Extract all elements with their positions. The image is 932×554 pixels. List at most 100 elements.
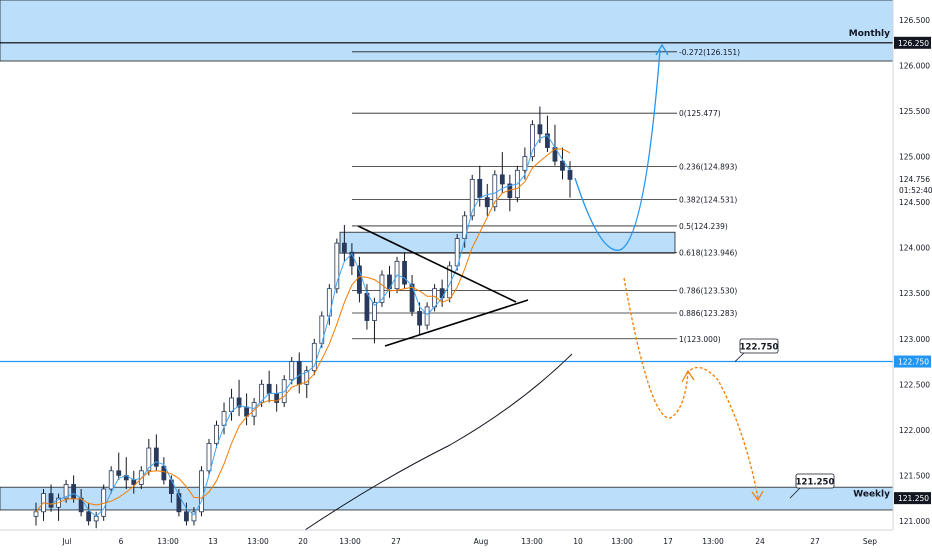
callout-pointer [734, 352, 745, 362]
fib-label-0.618: 0.618(123.946) [679, 249, 737, 258]
candle-body [48, 493, 54, 508]
candle [469, 174, 475, 221]
time-tick-label: 10 [573, 537, 583, 546]
price-axis[interactable]: 121.000 121.500 122.000 122.500 123.000 123.5… [892, 0, 932, 550]
time-tick-label: Aug [474, 537, 489, 546]
candle-body [266, 383, 272, 394]
zone-label-monthly: Monthly [849, 29, 890, 39]
candle-body [334, 242, 340, 290]
candle-body [108, 470, 114, 490]
candle [454, 234, 460, 271]
time-tick-label: 17 [663, 537, 673, 546]
candle [402, 252, 407, 289]
candle-body [221, 411, 227, 426]
candle [274, 384, 280, 412]
candle-body [71, 484, 77, 499]
candle [116, 452, 122, 480]
candle [499, 152, 505, 194]
time-tick-label: Jul [61, 537, 71, 546]
candle [364, 284, 370, 330]
time-tick-label: 13:00 [157, 537, 179, 546]
candle [379, 270, 385, 307]
bearish-arrowhead-2 [751, 490, 764, 502]
fib-label-0.886: 0.886(123.283) [679, 309, 737, 318]
fib-label-0.786: 0.786(123.530) [679, 286, 737, 295]
candle-body [341, 242, 347, 253]
price-tick-label: 121.000 [899, 517, 930, 526]
price-tick-label: 125.000 [899, 153, 930, 162]
candle [206, 438, 212, 476]
candle-body [522, 156, 528, 171]
drawings-layer: 122.750 121.250 [35, 43, 835, 531]
current-price-label: 124.756 [899, 175, 930, 184]
candle [484, 183, 490, 216]
candle-body [477, 178, 483, 199]
fib-label-0.5: 0.5(124.239) [679, 222, 728, 231]
price-axis-bg [893, 0, 932, 550]
candle-body [545, 133, 550, 148]
candle-body [499, 174, 505, 185]
fib-label--0.272: -0.272(126.151) [679, 48, 740, 57]
fib-label-0: 0(125.477) [679, 109, 721, 118]
candle [296, 352, 302, 394]
candle [199, 466, 204, 517]
candle-body [402, 260, 407, 285]
candle [409, 275, 415, 316]
candle-body [289, 361, 295, 381]
callout-label: 121.250 [796, 478, 835, 488]
candle [387, 265, 392, 298]
price-tick-label: 121.500 [899, 471, 930, 480]
candle-body [63, 484, 69, 499]
candle [266, 370, 272, 403]
ma-slow-line [35, 148, 571, 513]
candle [184, 502, 189, 526]
candle-body [131, 479, 137, 485]
price-tag-2 [894, 492, 931, 505]
time-tick-label: 13:00 [702, 537, 724, 546]
candle-body [567, 169, 573, 180]
zone-label-weekly: Weekly [853, 490, 890, 500]
candle-body [529, 124, 535, 158]
time-tick-label: 27 [391, 537, 401, 546]
zones-layer: Monthly Weekly [0, 0, 894, 511]
time-tick-label: 13:00 [247, 537, 269, 546]
time-tick-label: 13:00 [339, 537, 361, 546]
candle [326, 284, 332, 326]
candle [341, 224, 347, 262]
candle-body [296, 361, 302, 385]
callout-box [795, 473, 835, 489]
candle [108, 466, 114, 494]
candle-body [244, 406, 249, 417]
candle-body [259, 383, 265, 403]
time-tick-label: 6 [119, 537, 124, 546]
candle [236, 379, 242, 417]
time-tick-label: 20 [298, 537, 308, 546]
callout-box [739, 338, 779, 354]
candle-body [409, 283, 415, 312]
candle [48, 484, 54, 512]
time-tick-label: 13:00 [521, 537, 543, 546]
price-tick-label: 123.500 [899, 289, 930, 298]
candle-body [161, 465, 167, 481]
price-tick-label: 126.000 [899, 62, 930, 71]
candle-body [560, 160, 565, 171]
candle [191, 507, 197, 526]
candle [507, 174, 513, 212]
time-tick-label: 27 [810, 537, 820, 546]
zone-mid-zone [339, 231, 676, 254]
candles-layer [33, 106, 573, 529]
price-tick-label: 125.500 [899, 107, 930, 116]
price-tag-label-2: 121.250 [898, 494, 929, 503]
candle-body [176, 493, 182, 513]
time-tick-label: 24 [755, 537, 765, 546]
fibonacci-levels: -0.272(126.151) 0(125.477) 0.236(124.893) 0… [352, 48, 740, 344]
callout-pointer [789, 487, 801, 499]
fib-label-0.236: 0.236(124.893) [679, 162, 737, 171]
candle-body [214, 424, 219, 444]
ma-long-line [304, 353, 573, 531]
candle [545, 115, 550, 153]
time-axis[interactable]: Jul 6 13:00 13 13:00 20 13:00 27 Aug 13:00 10 13:00… [0, 529, 893, 550]
price-tick-label: 124.000 [899, 244, 930, 253]
